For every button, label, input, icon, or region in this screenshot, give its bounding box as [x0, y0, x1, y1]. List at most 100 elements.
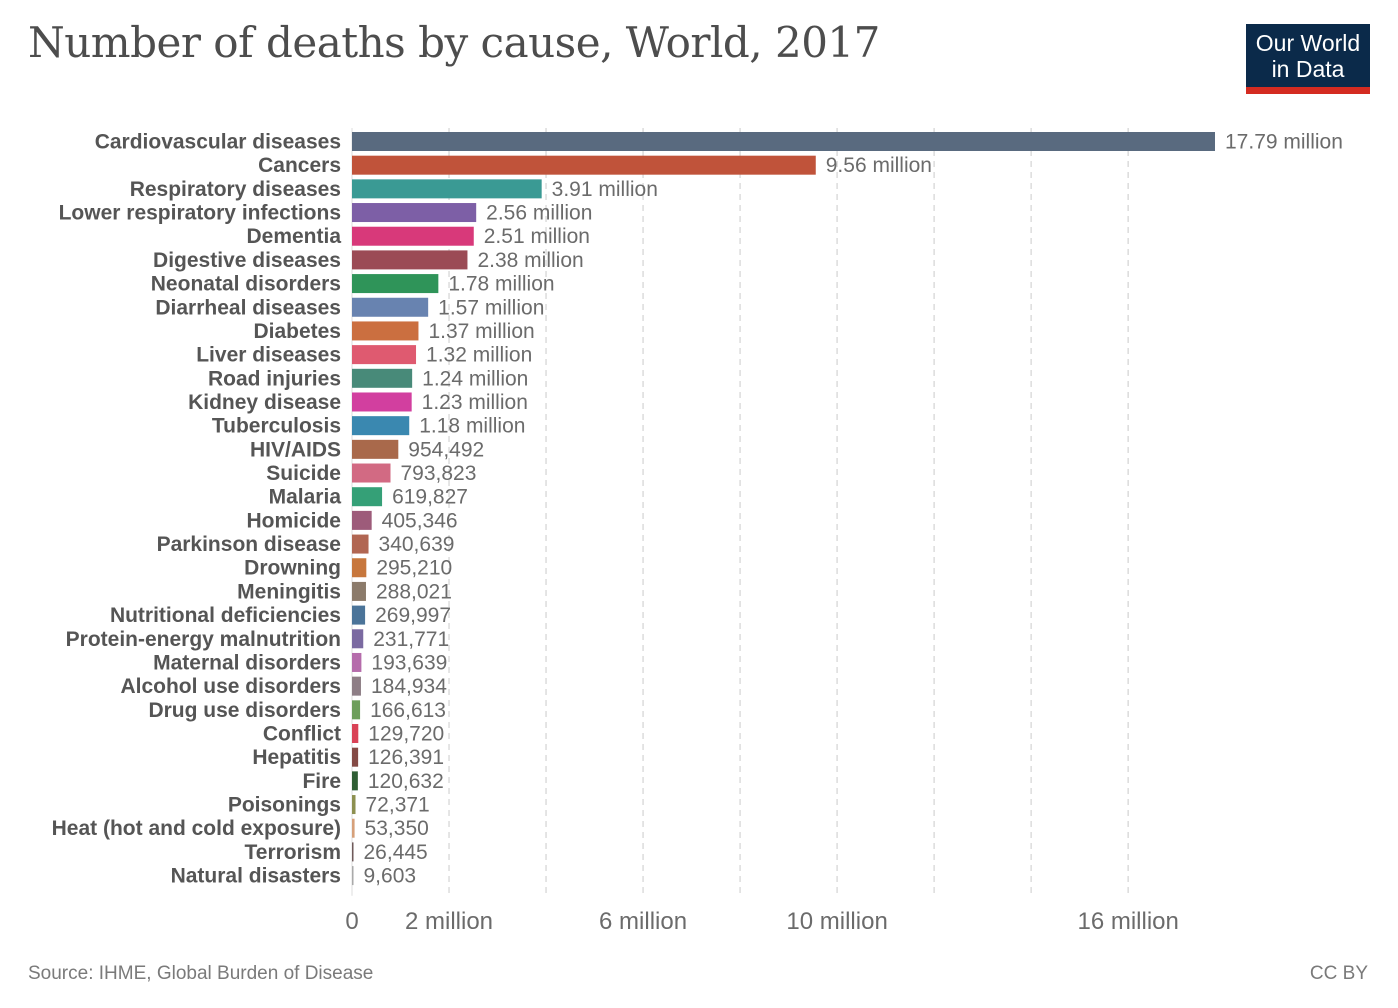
value-label: 2.38 million	[477, 249, 583, 272]
bar-3[interactable]	[352, 203, 477, 223]
category-label: Road injuries	[208, 367, 341, 390]
category-label: Lower respiratory infections	[59, 202, 341, 225]
value-label: 9.56 million	[826, 154, 932, 177]
bar-19[interactable]	[352, 581, 366, 601]
category-label: HIV/AIDS	[250, 438, 341, 461]
category-label: Tuberculosis	[212, 415, 341, 438]
category-labels: Cardiovascular diseasesCancersRespirator…	[52, 131, 342, 888]
bar-26[interactable]	[352, 747, 359, 767]
category-label: Fire	[302, 770, 341, 793]
value-label: 1.78 million	[448, 273, 554, 296]
value-label: 2.56 million	[486, 202, 592, 225]
value-label: 1.57 million	[438, 296, 544, 319]
category-label: Dementia	[246, 225, 341, 248]
bar-7[interactable]	[352, 297, 429, 317]
value-label: 193,639	[371, 651, 447, 674]
value-label: 269,997	[375, 604, 451, 627]
bar-23[interactable]	[352, 676, 361, 696]
value-label: 3.91 million	[552, 178, 658, 201]
bar-6[interactable]	[352, 274, 439, 294]
category-label: Malaria	[269, 486, 342, 509]
category-label: Parkinson disease	[157, 533, 341, 556]
source-note: Source: IHME, Global Burden of Disease	[28, 963, 374, 984]
value-label: 1.18 million	[419, 415, 525, 438]
bar-0[interactable]	[352, 132, 1215, 151]
bar-11[interactable]	[352, 392, 412, 412]
bar-15[interactable]	[352, 487, 383, 507]
bar-29[interactable]	[352, 818, 355, 838]
value-label: 129,720	[368, 723, 444, 746]
bar-24[interactable]	[352, 700, 361, 720]
value-label: 53,350	[365, 817, 429, 840]
bar-5[interactable]	[352, 250, 468, 270]
value-label: 17.79 million	[1225, 131, 1343, 154]
bar-13[interactable]	[352, 439, 399, 459]
value-label: 9,603	[364, 865, 417, 888]
category-label: Homicide	[246, 509, 341, 532]
value-label: 295,210	[376, 557, 452, 580]
value-label: 231,771	[373, 628, 449, 651]
value-label: 954,492	[408, 438, 484, 461]
bar-17[interactable]	[352, 534, 369, 554]
value-label: 288,021	[376, 580, 452, 603]
bar-25[interactable]	[352, 724, 359, 743]
category-label: Protein-energy malnutrition	[66, 628, 341, 651]
category-label: Drug use disorders	[148, 699, 341, 722]
bar-30[interactable]	[352, 842, 354, 862]
bars	[352, 132, 1215, 886]
category-label: Heat (hot and cold exposure)	[52, 817, 341, 840]
logo-line-1: Our World	[1255, 30, 1361, 56]
value-label: 126,391	[368, 746, 444, 769]
value-label: 166,613	[370, 699, 446, 722]
category-label: Nutritional deficiencies	[110, 604, 341, 627]
bar-4[interactable]	[352, 226, 474, 246]
bar-8[interactable]	[352, 321, 419, 341]
bar-27[interactable]	[352, 771, 358, 791]
bar-9[interactable]	[352, 345, 417, 365]
bar-22[interactable]	[352, 652, 362, 672]
value-label: 2.51 million	[484, 225, 590, 248]
category-label: Diarrheal diseases	[155, 296, 341, 319]
chart-title: Number of deaths by cause, World, 2017	[28, 18, 880, 67]
license-note: CC BY	[1309, 963, 1368, 984]
category-label: Liver diseases	[196, 344, 341, 367]
x-tick-label: 2 million	[405, 908, 493, 935]
logo-line-2: in Data	[1271, 56, 1345, 82]
category-label: Natural disasters	[171, 865, 341, 888]
bar-2[interactable]	[352, 179, 542, 199]
bar-14[interactable]	[352, 463, 391, 483]
category-label: Hepatitis	[252, 746, 341, 769]
value-label: 1.32 million	[426, 344, 532, 367]
category-label: Diabetes	[253, 320, 341, 343]
value-label: 184,934	[371, 675, 447, 698]
category-label: Meningitis	[237, 580, 341, 603]
bar-21[interactable]	[352, 629, 364, 649]
bar-18[interactable]	[352, 558, 367, 578]
category-label: Drowning	[244, 557, 341, 580]
owid-logo[interactable]: Our World in Data	[1246, 24, 1370, 94]
category-label: Cardiovascular diseases	[95, 131, 341, 154]
bar-chart: Cardiovascular diseasesCancersRespirator…	[52, 128, 1343, 935]
category-label: Alcohol use disorders	[120, 675, 341, 698]
value-label: 793,823	[401, 462, 477, 485]
bar-1[interactable]	[352, 155, 816, 175]
value-label: 340,639	[379, 533, 455, 556]
value-label: 1.23 million	[422, 391, 528, 414]
category-label: Digestive diseases	[153, 249, 341, 272]
bar-20[interactable]	[352, 605, 366, 625]
category-label: Maternal disorders	[153, 651, 341, 674]
value-label: 619,827	[392, 486, 468, 509]
value-label: 72,371	[366, 794, 430, 817]
bar-28[interactable]	[352, 795, 356, 815]
category-label: Cancers	[258, 154, 341, 177]
value-label: 1.24 million	[422, 367, 528, 390]
category-label: Respiratory diseases	[130, 178, 341, 201]
category-label: Poisonings	[228, 794, 341, 817]
bar-16[interactable]	[352, 510, 372, 530]
x-tick-label: 6 million	[599, 908, 687, 935]
bar-10[interactable]	[352, 368, 413, 388]
bar-31[interactable]	[352, 866, 354, 886]
category-label: Neonatal disorders	[151, 273, 341, 296]
bar-12[interactable]	[352, 416, 410, 436]
